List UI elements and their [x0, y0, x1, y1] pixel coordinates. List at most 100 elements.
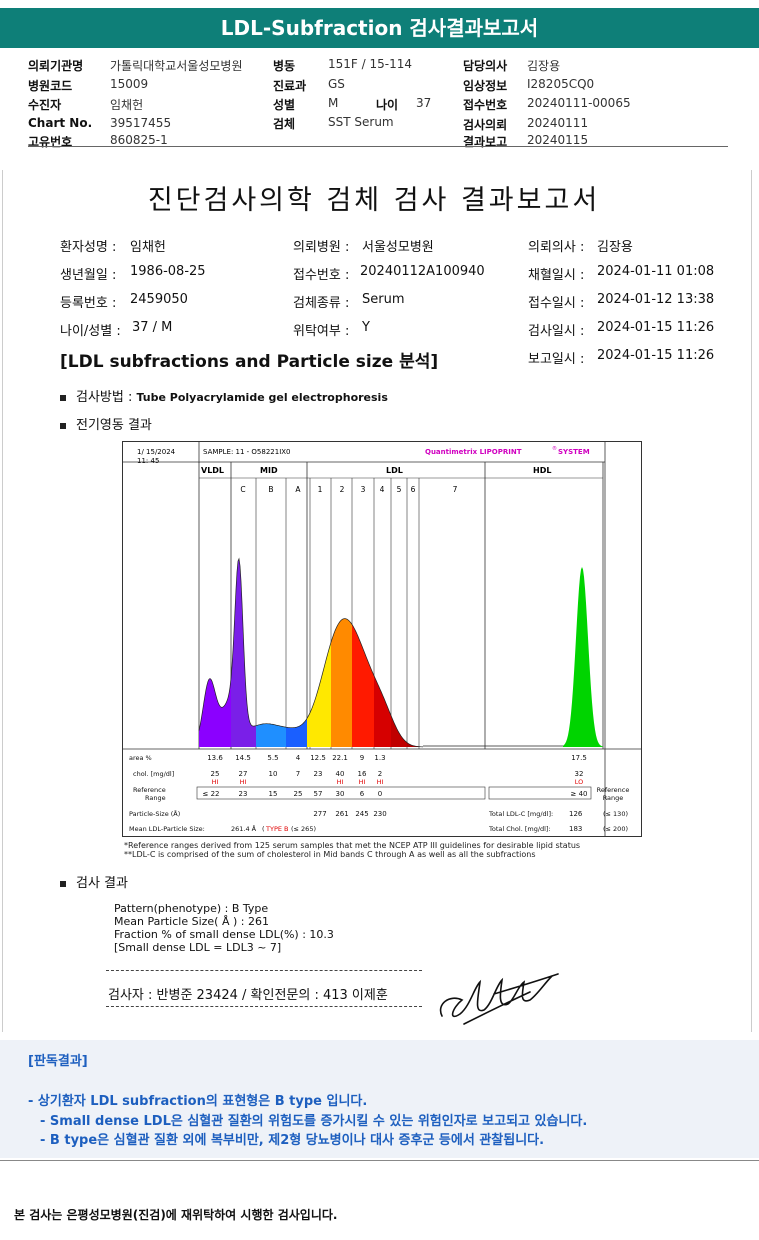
lipoprint-chart: 1/ 15/2024 11: 45 SAMPLE: 11 - O58221IX0…	[122, 441, 642, 837]
chol-flag: HI	[337, 778, 344, 786]
field-value: 2024-01-15 11:26	[597, 348, 715, 363]
hdr-label: 접수번호	[463, 98, 508, 112]
particle-size-value: 261	[335, 810, 348, 818]
reference-value: ≤ 22	[203, 790, 220, 798]
hdr-label: 병동	[273, 59, 296, 73]
inspector-line: 검사자 : 반병준 23424 / 확인전문의 : 413 이제훈	[108, 988, 388, 1003]
region-mid: MID	[260, 466, 278, 475]
reference-value: 23	[239, 790, 248, 798]
total-chol-label: Total Chol. [mg/dl]:	[488, 825, 551, 833]
fraction-area	[407, 742, 423, 747]
results-label: 검사 결과	[76, 876, 128, 891]
area-value: 4	[296, 754, 301, 762]
hdr-value: 151F / 15-114	[328, 57, 412, 71]
band-label: 6	[411, 485, 416, 494]
area-value: 22.1	[332, 754, 348, 762]
hdr-label: 결과보고	[463, 135, 508, 149]
field-label: 의뢰의사 :	[528, 240, 585, 255]
header-divider	[28, 146, 728, 147]
hdr-label: 성별	[273, 98, 296, 112]
field-label: 접수일시 :	[528, 296, 585, 311]
mean-ref: (≤ 265)	[291, 825, 316, 833]
judgement-panel	[0, 1040, 759, 1158]
fraction-area	[352, 624, 374, 747]
mean-type: TYPE B	[265, 825, 289, 833]
field-value: Y	[362, 320, 370, 335]
hdr-label: Chart No.	[28, 116, 93, 130]
total-ldl-value: 126	[569, 810, 583, 818]
total-chol-ref: (≤ 200)	[603, 825, 628, 833]
curve-outline	[198, 557, 424, 748]
chol-value: 25	[211, 770, 220, 778]
field-value: 김장용	[597, 240, 633, 255]
reference-box	[488, 786, 592, 800]
band-label: 3	[361, 485, 366, 494]
band-label: 5	[397, 485, 402, 494]
section-title: [LDL subfractions and Particle size 분석]	[60, 352, 439, 372]
footnote-1: *Reference ranges derived from 125 serum…	[124, 841, 581, 850]
band-label: C	[240, 485, 245, 494]
bullet-square-icon	[60, 880, 66, 887]
hdr-value: 15009	[110, 77, 149, 91]
method-value: Tube Polyacrylamide gel electrophoresis	[136, 391, 388, 404]
bottom-divider	[0, 1160, 759, 1161]
hdr-value: 가톨릭대학교서울성모병원	[110, 59, 243, 73]
region-ldl: LDL	[386, 466, 403, 475]
electro-label: 전기영동 결과	[76, 418, 152, 433]
hdr-label: 담당의사	[463, 59, 508, 73]
hdr-value: 860825-1	[110, 133, 168, 147]
field-value: 37 / M	[132, 320, 173, 335]
field-value: 2459050	[130, 292, 188, 307]
reference-box	[196, 786, 486, 800]
band-label: A	[295, 485, 301, 494]
region-hdl: HDL	[533, 466, 551, 475]
field-value: Serum	[362, 292, 405, 307]
bullet-square-icon	[60, 422, 66, 429]
reference-value: 0	[378, 790, 382, 798]
electropherogram-fill	[199, 558, 603, 747]
chol-value: 27	[239, 770, 248, 778]
results-line: 검사 결과	[60, 872, 128, 891]
method-label: 검사방법 :	[76, 390, 133, 405]
field-label: 생년월일 :	[60, 268, 117, 283]
chol-value: 40	[336, 770, 345, 778]
reference-label: Reference	[133, 786, 166, 794]
chart-date: 1/ 15/2024	[137, 448, 176, 456]
hdr-label: 진료과	[273, 79, 307, 93]
field-value: 임채헌	[130, 240, 166, 255]
chol-flag: LO	[575, 778, 584, 786]
bullet-square-icon	[60, 394, 66, 401]
signature-divider	[106, 970, 422, 971]
total-ldl-ref: (≤ 130)	[603, 810, 628, 818]
footer-note: 본 검사는 은평성모병원(진검)에 재위탁하여 시행한 검사입니다.	[14, 1208, 338, 1222]
hdr-value: 20240115	[527, 133, 589, 147]
band-label: B	[268, 485, 273, 494]
hdr-label: 의뢰기관명	[28, 59, 84, 73]
chol-label: chol. [mg/dl]	[133, 770, 174, 778]
particle-size-value: 245	[355, 810, 368, 818]
hdr-value: 39517455	[110, 116, 172, 130]
signature-divider	[106, 1006, 422, 1007]
field-label: 위탁여부 :	[293, 324, 350, 339]
electro-line: 전기영동 결과	[60, 414, 152, 433]
area-value: 14.5	[235, 754, 251, 762]
hdr-value: M	[328, 96, 339, 110]
result-mean-size: Mean Particle Size( Å ) : 261	[114, 915, 269, 928]
hdr-value: I28205CQ0	[527, 77, 595, 91]
area-value: 13.6	[207, 754, 223, 762]
field-label: 검사일시 :	[528, 324, 585, 339]
result-sdldl-def: [Small dense LDL = LDL3 ~ 7]	[114, 941, 282, 954]
fraction-area	[331, 618, 352, 747]
field-label: 나이/성별 :	[60, 324, 121, 339]
electropherogram-outline	[198, 557, 563, 748]
particle-size-value: 230	[373, 810, 386, 818]
chol-flag: HI	[359, 778, 366, 786]
hdr-label: 병원코드	[28, 79, 73, 93]
total-chol-value: 183	[569, 825, 582, 833]
reference-value: 57	[314, 790, 323, 798]
field-label: 등록번호 :	[60, 296, 117, 311]
field-value: 1986-08-25	[130, 264, 206, 279]
area-value: 5.5	[267, 754, 278, 762]
field-value: 2024-01-15 11:26	[597, 320, 715, 335]
